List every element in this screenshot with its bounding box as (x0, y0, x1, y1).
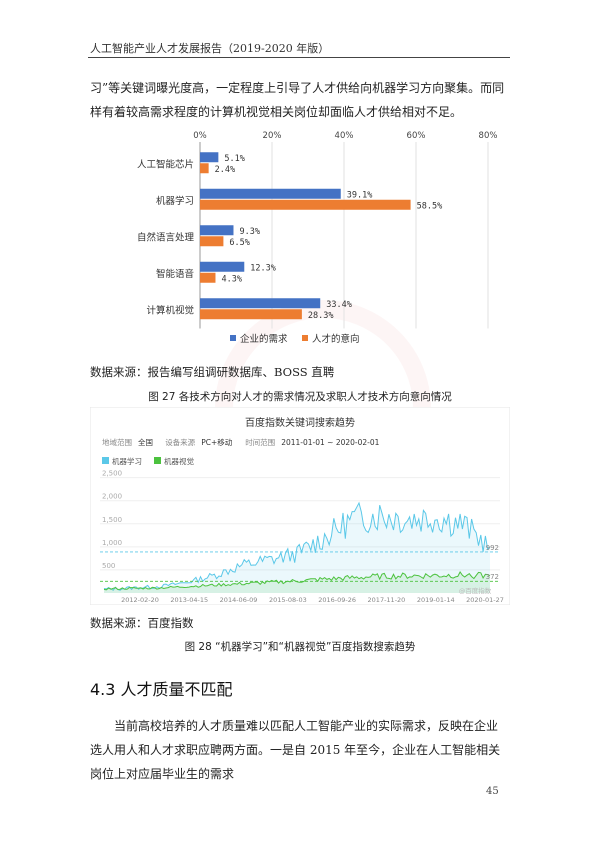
header-divider (88, 57, 510, 58)
y-tick-label: 1,500 (102, 516, 122, 524)
bar-demand (200, 152, 219, 163)
chart2-source: 数据来源：百度指数 (90, 616, 194, 630)
section-title: 4.3 人才质量不匹配 (90, 680, 233, 699)
series-end-label: 372 (486, 573, 499, 581)
bar-value-label: 9.3% (239, 227, 259, 237)
x-tick-label: 2014-06-09 (220, 596, 258, 604)
bar-value-label: 39.1% (347, 190, 373, 200)
bar-value-label: 2.4% (215, 165, 235, 175)
bar-value-label: 6.5% (229, 238, 249, 248)
series-area-cv (104, 572, 490, 593)
page-number: 45 (486, 786, 499, 797)
legend-swatch (102, 457, 109, 464)
category-label: 自然语言处理 (137, 231, 195, 243)
figure28-caption: 图 28 “机器学习”和“机器视觉”百度指数搜索趋势 (184, 641, 416, 653)
x-tick-label: 60% (407, 131, 426, 141)
category-label: 机器学习 (156, 195, 194, 207)
y-tick-label: 2,000 (102, 493, 122, 501)
bar-value-label: 28.3% (308, 311, 334, 321)
bar-demand (200, 188, 341, 199)
x-tick-label: 80% (479, 131, 498, 141)
legend-swatch (154, 457, 161, 464)
legend-label: 机器学习 (112, 456, 142, 466)
legend-label: 机器视觉 (164, 456, 194, 466)
series-end-label: 992 (486, 544, 499, 552)
category-label: 计算机视觉 (146, 304, 194, 316)
x-tick-label: 0% (193, 131, 207, 141)
bar-intent (200, 199, 411, 210)
y-tick-label: 2,500 (102, 470, 122, 478)
chart2-frame (90, 407, 510, 605)
x-tick-label: 40% (335, 131, 354, 141)
bar-intent (200, 163, 209, 174)
category-label: 人工智能芯片 (137, 158, 194, 170)
category-label: 智能语音 (156, 268, 194, 280)
y-tick-label: 1,000 (102, 539, 122, 547)
x-tick-label: 2020-01-27 (466, 596, 504, 604)
meta-value: 2011-01-01 ~ 2020-02-01 (281, 438, 379, 447)
bar-intent (200, 236, 224, 247)
series-line-cv (103, 571, 491, 591)
bar-value-label: 5.1% (224, 154, 244, 164)
bar-value-label: 4.3% (221, 274, 241, 284)
meta-label: 时间范围 (245, 437, 275, 447)
paragraph-body: 当前高校培养的人才质量难以匹配人工智能产业的实际需求，反映在企业选人用人和人才求… (90, 719, 501, 781)
tech-direction-bar-chart: 0% 20% 40% 60% 80% 人工智能芯片 5.1%2.4% 机器学习 39.1% 58.… (137, 131, 498, 345)
bar-intent (200, 272, 216, 283)
meta-label: 地域范围 (102, 437, 132, 447)
bar-value-label: 33.4% (326, 300, 352, 310)
bar-demand (200, 298, 321, 309)
bar-intent (200, 309, 302, 320)
meta-label: 设备来源 (165, 437, 195, 447)
paragraph-intro: 习”等关键词曝光度高，一定程度上引导了人才供给向机器学习方向聚集。而同样有着较高… (90, 81, 505, 119)
x-tick-label: 2013-04-15 (170, 596, 208, 604)
legend-label: 人才的意向 (312, 333, 360, 345)
x-tick-label: 20% (263, 131, 282, 141)
x-tick-label: 2015-08-03 (269, 596, 307, 604)
legend-swatch (302, 335, 308, 341)
baidu-index-watermark: @百度指数 (459, 586, 492, 595)
x-tick-label: 2019-01-14 (417, 596, 455, 604)
series-line-ml (103, 501, 491, 591)
legend-swatch (230, 335, 236, 341)
y-tick-label: 500 (102, 562, 115, 570)
meta-value: PC+移动 (201, 437, 233, 447)
bar-demand (200, 225, 234, 236)
meta-value: 全国 (138, 437, 153, 447)
figure27-caption: 图 27 各技术方向对人才的需求情况及求职人才技术方向意向情况 (148, 391, 452, 403)
bar-value-label: 12.3% (250, 263, 276, 273)
chart2-title: 百度指数关键词搜索趋势 (245, 416, 355, 429)
chart1-source: 数据来源：报告编写组调研数据库、BOSS 直聘 (90, 365, 335, 379)
running-header: 人工智能产业人才发展报告（2019-2020 年版） (90, 42, 330, 55)
x-tick-label: 2012-02-20 (121, 596, 159, 604)
bar-demand (200, 261, 245, 272)
x-tick-label: 2017-11-20 (368, 596, 406, 604)
legend-label: 企业的需求 (240, 333, 288, 345)
bar-value-label: 58.5% (417, 201, 443, 211)
x-tick-label: 2016-09-26 (318, 596, 356, 604)
